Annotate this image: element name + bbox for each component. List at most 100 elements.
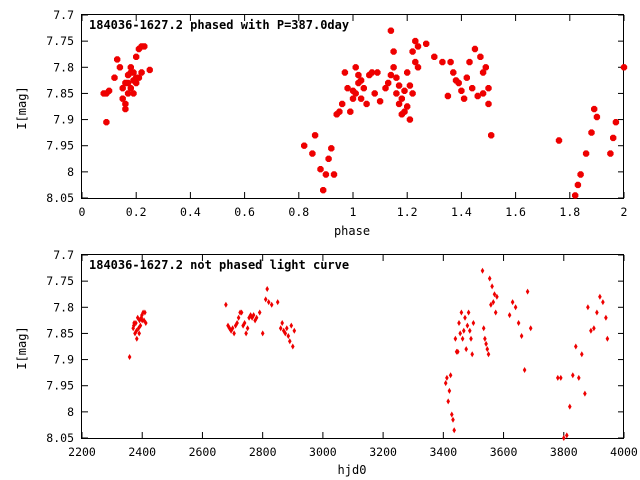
phased-x-tick-label: 0: [79, 205, 86, 219]
unphased-data-point: [513, 304, 518, 311]
unphased-data-point: [481, 325, 486, 332]
phased-plot-frame: [81, 14, 624, 199]
phased-data-point: [574, 181, 582, 189]
phased-data-point: [488, 132, 495, 139]
phased-x-tick-label: 1: [350, 205, 357, 219]
phased-data-point: [406, 116, 414, 123]
phased-data-point: [572, 192, 579, 199]
unphased-data-point: [491, 299, 496, 306]
unphased-data-point: [443, 380, 448, 387]
phased-data-point: [401, 108, 408, 115]
phased-data-point: [404, 69, 411, 76]
unphased-data-point: [260, 330, 265, 337]
unphased-data-point: [507, 312, 512, 319]
unphased-x-tick-label: 2800: [249, 445, 277, 459]
unphased-data-point: [232, 330, 236, 337]
phased-x-tick-label: 1.8: [559, 205, 580, 219]
unphased-data-point: [139, 314, 144, 321]
unphased-data-point: [135, 314, 140, 321]
phased-data-point: [460, 95, 468, 102]
phased-data-point: [423, 40, 430, 47]
unphased-data-point: [135, 335, 139, 342]
unphased-data-point: [463, 314, 467, 321]
unphased-data-point: [486, 351, 491, 358]
phased-data-point: [352, 90, 359, 97]
phased-y-axis: 7.7 7.75 7.8 7.85 7.9 7.95 8 8.05: [46, 8, 624, 205]
phased-data-point: [414, 43, 422, 50]
unphased-data-point: [605, 335, 610, 342]
unphased-data-point: [140, 312, 144, 319]
unphased-y-tick-label: 7.85: [46, 326, 74, 340]
unphased-data-point: [471, 320, 476, 326]
unphased-data-point: [465, 322, 470, 329]
unphased-data-point: [469, 335, 473, 342]
phased-x-tick-label: 0.4: [180, 205, 201, 219]
unphased-data-point: [263, 296, 268, 303]
phased-data-point: [577, 171, 584, 178]
unphased-data-point: [235, 320, 239, 326]
phased-data-point: [387, 27, 395, 34]
unphased-data-point: [493, 309, 498, 316]
phased-data-point: [138, 69, 145, 76]
unphased-data-point: [485, 346, 490, 353]
phased-data-point: [444, 92, 452, 100]
unphased-y-axis-label: I[mag]: [15, 326, 29, 369]
unphased-data-point: [275, 299, 280, 306]
phased-data-point: [122, 100, 129, 108]
unphased-data-point: [266, 299, 271, 306]
unphased-x-tick-label: 3600: [490, 445, 518, 459]
phased-data-point: [355, 71, 362, 79]
phased-data-point: [130, 90, 137, 97]
phased-data-point: [588, 129, 595, 136]
phased-data-point: [330, 171, 338, 178]
unphased-data-point: [292, 327, 297, 334]
phased-data-points: [100, 27, 628, 199]
unphased-data-point: [288, 338, 292, 345]
phased-data-point: [122, 105, 129, 113]
phased-data-point: [119, 95, 126, 102]
unphased-y-tick-label: 8: [67, 405, 74, 419]
phased-data-point: [382, 85, 389, 92]
unphased-x-axis-label: hjd0: [338, 463, 367, 477]
phased-data-point: [301, 142, 308, 149]
unphased-data-point: [492, 291, 497, 298]
unphased-data-point: [451, 416, 455, 423]
phased-x-tick-label: 0.8: [288, 205, 309, 219]
unphased-data-point: [143, 309, 147, 316]
phased-data-point: [455, 79, 462, 87]
phased-y-tick-label: 7.8: [53, 60, 74, 74]
phased-data-point: [482, 64, 489, 71]
unphased-data-point: [562, 435, 566, 441]
unphased-data-point: [257, 309, 262, 316]
phased-data-point: [357, 95, 365, 102]
phased-x-axis-label: phase: [334, 224, 370, 238]
phased-data-point: [485, 100, 492, 108]
phased-x-tick-label: 1.4: [451, 205, 472, 219]
phased-data-point: [412, 58, 419, 66]
phased-data-point: [368, 69, 376, 76]
phased-y-tick-label: 7.9: [53, 113, 74, 127]
unphased-data-point: [559, 374, 563, 381]
unphased-data-point: [604, 314, 608, 321]
unphased-data-point: [459, 309, 464, 316]
unphased-data-point: [489, 301, 493, 308]
phased-data-point: [103, 90, 110, 97]
phased-y-tick-label: 8.05: [46, 191, 74, 205]
phased-chart-title: 184036-1627.2 phased with P=387.0day: [89, 18, 349, 32]
unphased-x-tick-label: 3000: [309, 445, 337, 459]
phased-data-point: [447, 58, 454, 66]
phased-data-point: [591, 105, 598, 113]
unphased-data-point: [291, 343, 295, 350]
phased-data-point: [376, 98, 384, 105]
unphased-data-point: [445, 374, 449, 381]
unphased-data-point: [239, 309, 244, 316]
phased-data-point: [357, 77, 365, 84]
unphased-data-point: [453, 335, 458, 342]
unphased-data-point: [131, 325, 135, 332]
phased-data-point: [119, 85, 126, 92]
unphased-plot-frame: [81, 254, 624, 439]
unphased-data-point: [460, 335, 465, 342]
phased-data-point: [127, 64, 134, 71]
